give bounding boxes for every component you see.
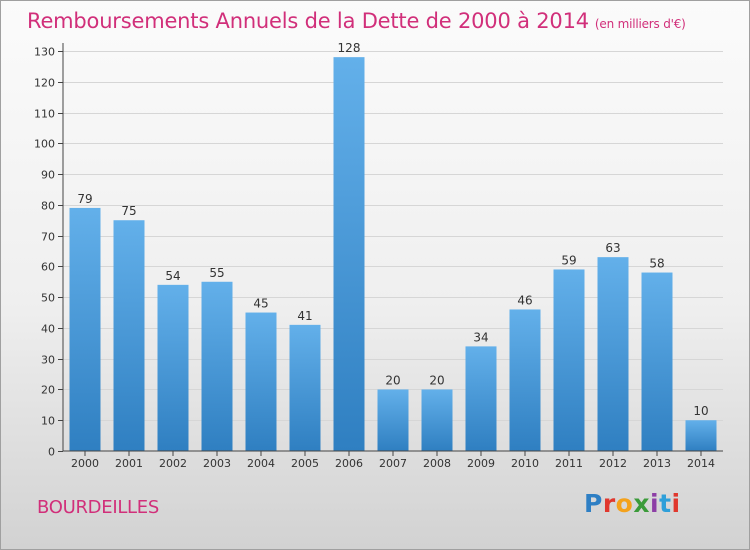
chart-title: Remboursements Annuels de la Dette de 20… <box>27 9 686 33</box>
x-tick-label: 2011 <box>555 457 583 470</box>
logo-letter: x <box>633 489 650 518</box>
logo-letter: i <box>650 489 660 518</box>
commune-name: BOURDEILLES <box>37 497 159 518</box>
y-tick-label: 20 <box>41 384 55 397</box>
bar <box>113 220 145 451</box>
data-label: 34 <box>473 330 488 344</box>
x-tick-label: 2005 <box>291 457 319 470</box>
x-tick-label: 2013 <box>643 457 671 470</box>
bar <box>465 346 497 451</box>
chart-title-text: Remboursements Annuels de la Dette de 20… <box>27 9 589 33</box>
y-tick-label: 110 <box>34 108 55 121</box>
x-tick-label: 2002 <box>159 457 187 470</box>
logo-letter: t <box>659 489 672 518</box>
bar <box>685 420 717 451</box>
bar <box>597 257 629 451</box>
y-tick-label: 130 <box>34 46 55 59</box>
data-label: 128 <box>338 41 361 55</box>
y-tick-label: 10 <box>41 415 55 428</box>
data-label: 59 <box>561 253 576 267</box>
data-label: 75 <box>121 204 136 218</box>
x-tick-label: 2010 <box>511 457 539 470</box>
bars: 79 75 54 55 45 41 128 20 20 34 46 59 63 58 10 <box>69 41 717 452</box>
x-tick-label: 2008 <box>423 457 451 470</box>
y-tick-label: 100 <box>34 138 55 151</box>
bar <box>245 312 277 451</box>
bar <box>289 324 321 451</box>
x-tick-label: 2014 <box>687 457 715 470</box>
bar <box>333 57 365 452</box>
y-tick-label: 0 <box>48 446 55 459</box>
y-tick-label: 30 <box>41 354 55 367</box>
data-label: 63 <box>605 241 620 255</box>
bar <box>421 389 453 451</box>
x-tick-label: 2003 <box>203 457 231 470</box>
data-label: 41 <box>297 309 312 323</box>
y-tick-label: 40 <box>41 323 55 336</box>
y-axis: 0 10 20 30 40 50 60 70 80 90 100 110 120 130 <box>34 43 64 459</box>
logo-letter: r <box>602 489 616 518</box>
data-label: 20 <box>385 373 400 387</box>
data-label: 58 <box>649 257 664 271</box>
x-tick-label: 2006 <box>335 457 363 470</box>
y-tick-label: 50 <box>41 292 55 305</box>
x-tick-label: 2000 <box>71 457 99 470</box>
logo-letter: i <box>671 489 681 518</box>
x-tick-label: 2007 <box>379 457 407 470</box>
data-label: 10 <box>693 404 708 418</box>
y-tick-label: 70 <box>41 231 55 244</box>
x-tick-label: 2009 <box>467 457 495 470</box>
bar <box>69 207 101 451</box>
bar <box>377 389 409 451</box>
x-tick-label: 2001 <box>115 457 143 470</box>
data-label: 46 <box>517 293 532 307</box>
data-label: 20 <box>429 373 444 387</box>
chart-subtitle: (en milliers d'€) <box>594 17 686 31</box>
bar <box>641 272 673 451</box>
y-tick-label: 80 <box>41 200 55 213</box>
bar <box>509 309 541 451</box>
bar <box>157 284 189 451</box>
data-label: 45 <box>253 297 268 311</box>
logo-letter: o <box>615 489 634 518</box>
proxiti-logo[interactable]: Proxiti <box>584 489 681 518</box>
x-tick-label: 2012 <box>599 457 627 470</box>
y-tick-label: 60 <box>41 261 55 274</box>
y-tick-label: 120 <box>34 77 55 90</box>
bar <box>553 269 585 451</box>
x-tick-label: 2004 <box>247 457 275 470</box>
data-label: 79 <box>77 192 92 206</box>
logo-letter: P <box>584 489 603 518</box>
x-axis: 2000 2001 2002 2003 2004 2005 2006 2007 2008 2009… <box>63 450 723 470</box>
data-label: 55 <box>209 266 224 280</box>
data-label: 54 <box>165 269 180 283</box>
y-tick-label: 90 <box>41 169 55 182</box>
bar <box>201 281 233 451</box>
